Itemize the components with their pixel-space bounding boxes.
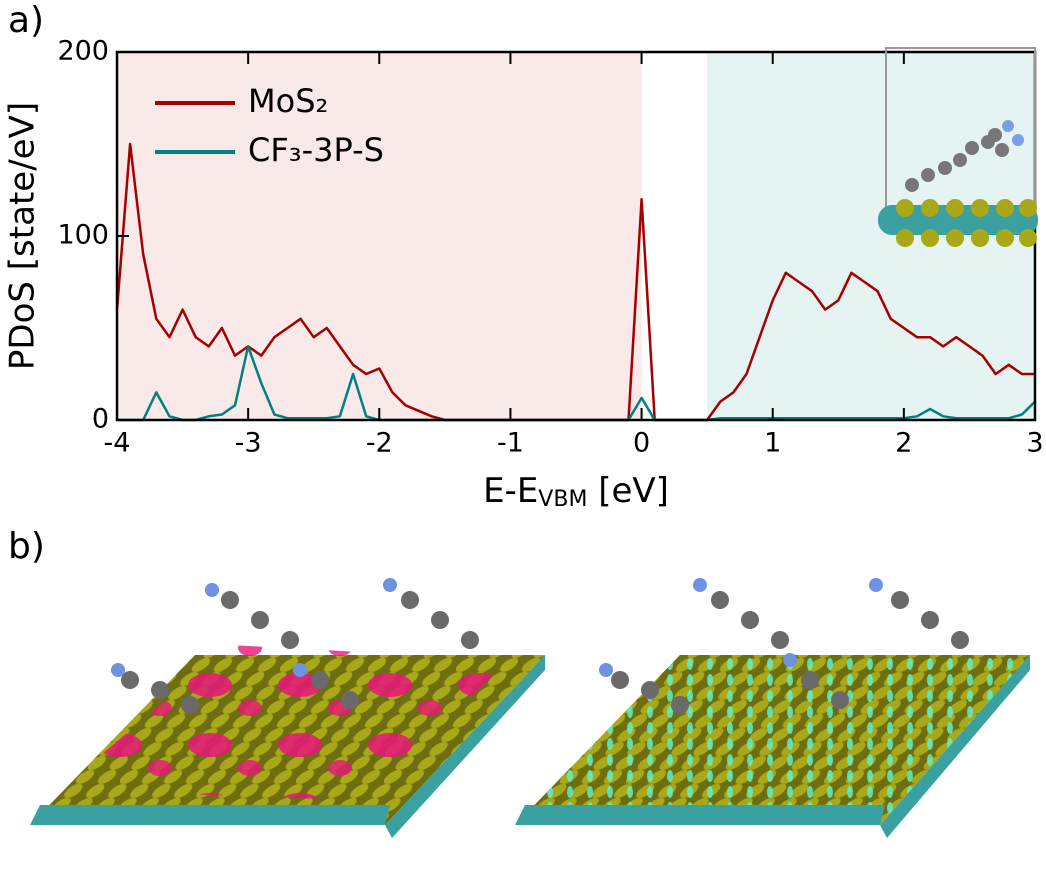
y-axis-label: PDoS [state/eV] (3, 102, 43, 370)
x-axis-label-part: [eV] (587, 471, 669, 511)
legend-label: MoS₂ (248, 82, 328, 120)
x-axis-label-part: E-E (483, 471, 538, 511)
x-tick-label: 1 (764, 428, 781, 459)
legend-label: CF₃-3P-S (248, 131, 384, 169)
shaded-region (117, 52, 642, 420)
y-tick-label: 0 (92, 404, 109, 435)
panel-label: b) (8, 526, 45, 567)
inset-structure (878, 47, 1038, 247)
panel-label: a) (8, 0, 44, 41)
x-tick-label: 0 (633, 428, 650, 459)
x-tick-label: -1 (497, 428, 524, 459)
x-tick-label: 3 (1026, 428, 1043, 459)
x-axis-label-part: VBM (538, 487, 587, 512)
surface-left (30, 578, 545, 838)
y-tick-label: 100 (57, 220, 109, 251)
plot: -4 -3 -2 -1 0 1 2 3 0 100 200 PDoS [state/eV] E-EVBM… (3, 36, 1044, 513)
x-axis-label: E-EVBM [eV] (483, 471, 669, 513)
y-tick-label: 200 (57, 36, 109, 67)
x-tick-label: -3 (235, 428, 262, 459)
x-tick-label: -2 (366, 428, 393, 459)
x-tick-label: -4 (104, 428, 131, 459)
x-tick-label: 2 (895, 428, 912, 459)
surface-right (515, 578, 1030, 838)
